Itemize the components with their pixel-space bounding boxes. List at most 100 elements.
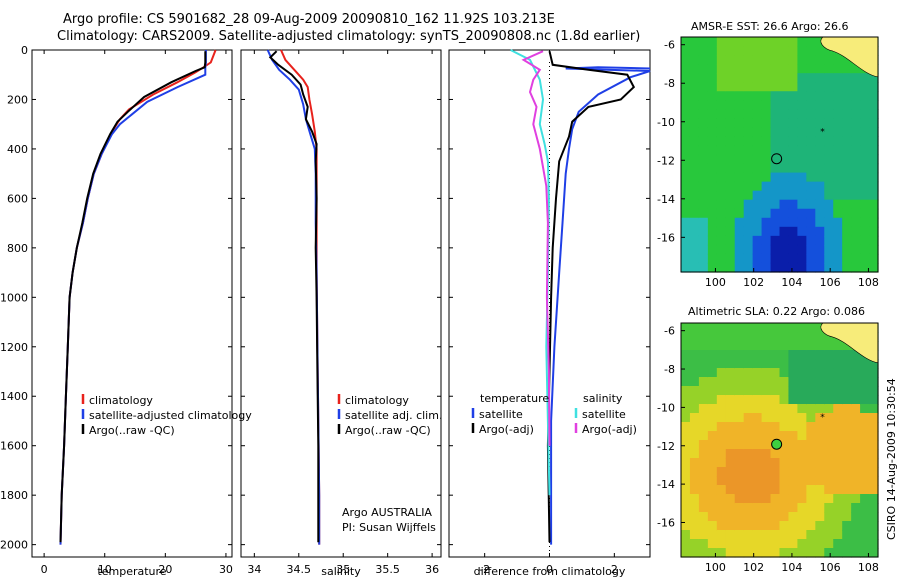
map-cell <box>806 109 816 119</box>
panel-2-frame <box>240 49 442 558</box>
map-cell <box>851 377 861 387</box>
map-cell <box>779 467 790 477</box>
map-cell <box>716 82 727 92</box>
map-cell <box>761 359 772 369</box>
map-cell <box>743 368 754 378</box>
map-cell <box>707 440 718 450</box>
map-cell <box>716 163 727 174</box>
map-cell <box>707 404 718 414</box>
map-cell <box>681 253 691 264</box>
x-axis-label: temperature <box>97 565 166 578</box>
map-cell <box>698 521 709 531</box>
map-cell <box>743 341 754 351</box>
map-cell <box>725 217 736 228</box>
map-cell <box>860 181 870 192</box>
map-cell <box>824 548 834 558</box>
map-cell <box>842 476 852 486</box>
map-cell <box>761 109 772 119</box>
map-cell <box>707 368 718 378</box>
map-cell <box>689 377 700 387</box>
map-cell <box>725 368 736 378</box>
map-cell <box>743 262 754 273</box>
map-cell <box>824 485 834 495</box>
map-cell <box>824 341 834 351</box>
map-cell <box>725 359 736 369</box>
map-cell <box>842 127 852 138</box>
profile-location-marker <box>771 153 783 165</box>
map-cell <box>860 100 870 110</box>
map-cell <box>716 118 727 128</box>
map-cell <box>725 539 736 549</box>
map-cell <box>770 73 781 83</box>
map-cell <box>851 163 861 174</box>
map-cell <box>698 100 709 110</box>
map-cell <box>806 199 816 210</box>
map-cell <box>824 530 834 540</box>
map-cell <box>698 494 709 504</box>
map-cell <box>752 440 763 450</box>
map-cell <box>869 494 879 504</box>
map-cell <box>716 235 727 246</box>
map-y-tick-label: -8 <box>664 363 675 376</box>
map-cell <box>797 395 807 405</box>
map-cell <box>806 359 816 369</box>
map-cell <box>842 145 852 156</box>
map-cell <box>806 548 816 558</box>
map-cell <box>779 181 790 192</box>
map-cell <box>770 190 781 201</box>
map-cell <box>734 386 745 396</box>
map-cell <box>788 163 798 174</box>
map-cell <box>824 109 834 119</box>
map-cell <box>761 217 772 228</box>
map-cell <box>698 539 709 549</box>
map-cell <box>752 359 763 369</box>
map-cell <box>698 323 709 333</box>
x-tick-label: 36 <box>425 563 439 576</box>
map-cell <box>752 368 763 378</box>
map-cell <box>698 64 709 74</box>
map-cell <box>707 377 718 387</box>
map-cell <box>842 154 852 165</box>
map-cell <box>788 235 798 246</box>
map-cell <box>725 494 736 504</box>
map-cell <box>734 73 745 83</box>
map-cell <box>698 253 709 264</box>
map-cell <box>689 154 700 165</box>
map-cell <box>824 332 834 342</box>
map-cell <box>815 55 825 65</box>
map-cell <box>806 539 816 549</box>
map-cell <box>681 431 691 441</box>
map-cell <box>788 341 798 351</box>
map-cell <box>779 100 790 110</box>
map-cell <box>734 359 745 369</box>
map-cell <box>689 190 700 201</box>
map-cell <box>707 190 718 201</box>
map-cell <box>761 226 772 237</box>
map-cell <box>716 181 727 192</box>
map-cell <box>707 109 718 119</box>
map-cell <box>689 46 700 56</box>
map-cell <box>824 431 834 441</box>
map-cell <box>815 172 825 183</box>
map-cell <box>689 323 700 333</box>
map-cell <box>824 208 834 219</box>
map-cell <box>842 548 852 558</box>
map-cell <box>752 253 763 264</box>
map-cell <box>815 253 825 264</box>
map-cell <box>770 235 781 246</box>
map-cell <box>698 341 709 351</box>
map-cell <box>779 359 790 369</box>
map-cell <box>797 539 807 549</box>
map-cell <box>707 467 718 477</box>
map-cell <box>752 163 763 174</box>
map-cell <box>681 136 691 147</box>
map-cell <box>797 368 807 378</box>
map-cell <box>851 154 861 165</box>
map-cell <box>743 503 754 513</box>
map-cell <box>833 253 843 264</box>
map-cell <box>734 530 745 540</box>
map-cell <box>689 350 700 360</box>
x-tick-label: 0 <box>546 563 553 576</box>
map-cell <box>815 530 825 540</box>
map-cell <box>743 539 754 549</box>
